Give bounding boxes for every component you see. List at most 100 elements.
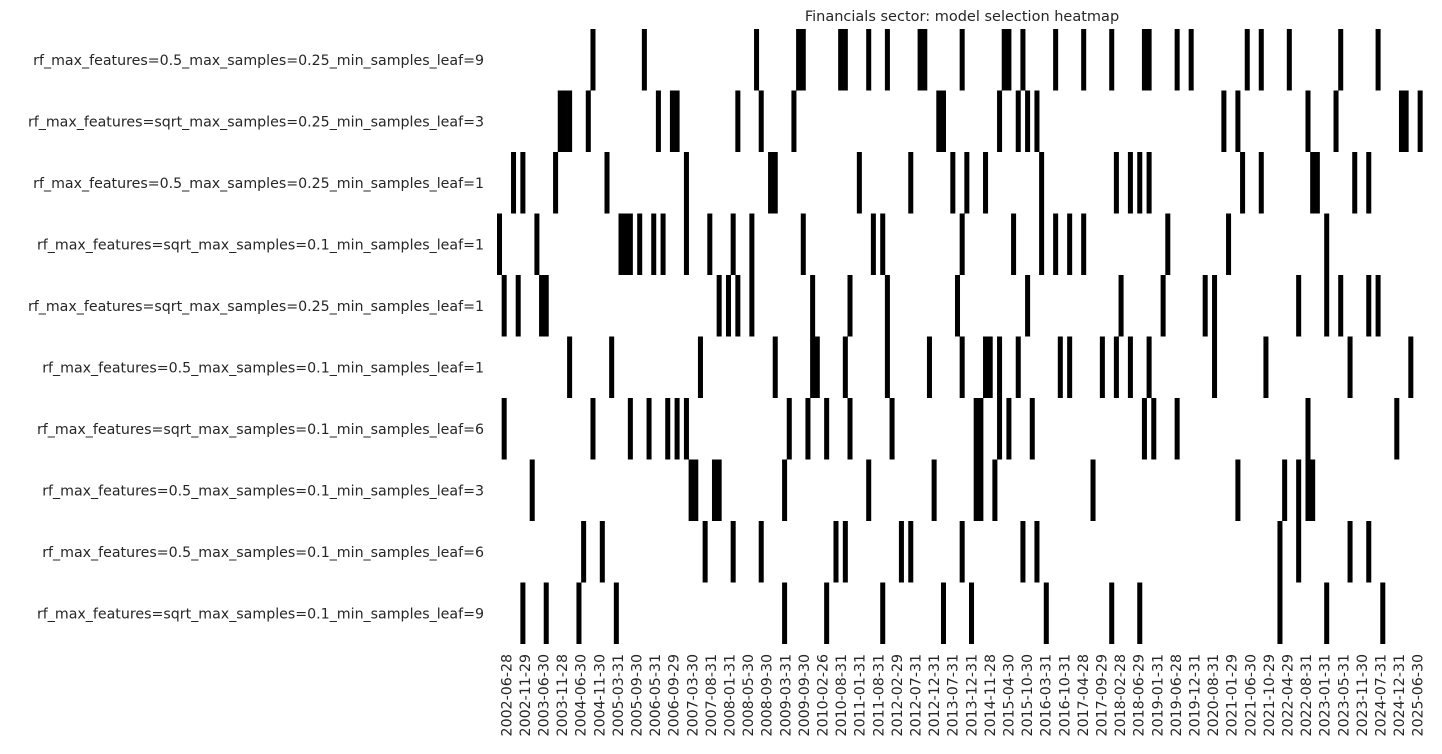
x-tick-label: 2018-02-28 bbox=[1113, 654, 1129, 736]
y-tick-label: rf_max_features=sqrt_max_samples=0.1_min… bbox=[37, 606, 484, 622]
heatmap-cell bbox=[782, 459, 788, 521]
heatmap-cell bbox=[1286, 29, 1292, 91]
heatmap-cells bbox=[497, 29, 1423, 644]
heatmap-cell bbox=[997, 90, 1003, 152]
heatmap-cell bbox=[1127, 152, 1133, 214]
y-tick-label: rf_max_features=sqrt_max_samples=0.25_mi… bbox=[28, 299, 484, 315]
heatmap-cell bbox=[1338, 275, 1344, 337]
heatmap-cell bbox=[810, 275, 816, 337]
x-tick-label: 2023-05-31 bbox=[1336, 654, 1352, 736]
heatmap-cell bbox=[983, 336, 989, 398]
heatmap-cell bbox=[1039, 152, 1045, 214]
heatmap-cell bbox=[931, 459, 937, 521]
heatmap-cell bbox=[1296, 521, 1302, 583]
heatmap-cell bbox=[791, 90, 797, 152]
heatmap-cell bbox=[1020, 521, 1026, 583]
heatmap-cell bbox=[866, 29, 872, 91]
heatmap-cell bbox=[922, 29, 928, 91]
heatmap-cell bbox=[1039, 213, 1045, 275]
heatmap-cell bbox=[1394, 398, 1400, 460]
heatmap-cell bbox=[796, 29, 802, 91]
heatmap-cell bbox=[501, 275, 507, 337]
x-tick-label: 2008-09-30 bbox=[760, 654, 776, 736]
x-tick-label: 2011-01-31 bbox=[853, 654, 869, 736]
heatmap-cell bbox=[950, 152, 956, 214]
x-tick-label: 2010-02-26 bbox=[816, 654, 832, 736]
heatmap-cell bbox=[655, 90, 661, 152]
heatmap-cell bbox=[529, 459, 535, 521]
heatmap-cell bbox=[768, 152, 774, 214]
heatmap-cell bbox=[758, 90, 764, 152]
x-tick-label: 2006-09-29 bbox=[667, 654, 683, 736]
x-tick-label: 2002-06-28 bbox=[499, 654, 515, 736]
heatmap-cell bbox=[562, 90, 568, 152]
heatmap-cell bbox=[1034, 90, 1040, 152]
x-tick-label: 2003-11-28 bbox=[555, 654, 571, 736]
heatmap-cell bbox=[1296, 459, 1302, 521]
x-tick-label: 2015-10-30 bbox=[1020, 654, 1036, 736]
x-tick-label: 2009-09-30 bbox=[797, 654, 813, 736]
heatmap-cell bbox=[618, 213, 624, 275]
heatmap-cell bbox=[599, 521, 605, 583]
x-axis-labels: 2002-06-28 2002-11-29 2003-06-30 2003-11-28… bbox=[499, 654, 1426, 736]
heatmap-cell bbox=[987, 336, 993, 398]
heatmap-cell bbox=[884, 29, 890, 91]
heatmap-cell bbox=[997, 336, 1003, 398]
heatmap-cell bbox=[926, 336, 932, 398]
heatmap-cell bbox=[1333, 90, 1339, 152]
heatmap-cell bbox=[716, 459, 722, 521]
y-tick-label: rf_max_features=0.5_max_samples=0.25_min… bbox=[33, 53, 484, 69]
heatmap-cell bbox=[824, 582, 830, 644]
heatmap-cell bbox=[660, 213, 666, 275]
y-tick-label: rf_max_features=sqrt_max_samples=0.1_min… bbox=[37, 237, 484, 253]
heatmap-cell bbox=[940, 90, 946, 152]
heatmap-cell bbox=[1277, 582, 1283, 644]
heatmap-cell bbox=[1015, 336, 1021, 398]
x-tick-label: 2016-03-31 bbox=[1039, 654, 1055, 736]
heatmap-cell bbox=[1282, 459, 1288, 521]
x-tick-label: 2022-04-29 bbox=[1281, 654, 1297, 736]
heatmap-cell bbox=[1314, 152, 1320, 214]
heatmap-cell bbox=[1081, 213, 1087, 275]
heatmap-cell bbox=[1099, 336, 1105, 398]
heatmap-cell bbox=[1146, 336, 1152, 398]
heatmap-cell bbox=[543, 275, 549, 337]
x-tick-label: 2015-04-30 bbox=[1002, 654, 1018, 736]
x-tick-label: 2008-01-31 bbox=[723, 654, 739, 736]
heatmap-cell bbox=[1001, 29, 1007, 91]
heatmap-cell bbox=[674, 90, 680, 152]
x-tick-label: 2020-08-31 bbox=[1206, 654, 1222, 736]
heatmap-cell bbox=[856, 152, 862, 214]
heatmap-cell bbox=[997, 398, 1003, 460]
x-tick-label: 2009-03-31 bbox=[778, 654, 794, 736]
heatmap-cell bbox=[810, 336, 816, 398]
heatmap-cell bbox=[693, 459, 699, 521]
heatmap-cell bbox=[772, 152, 778, 214]
heatmap-cell bbox=[959, 336, 965, 398]
chart-title: Financials sector: model selection heatm… bbox=[805, 9, 1119, 25]
heatmap-cell bbox=[1277, 521, 1283, 583]
heatmap-cell bbox=[978, 398, 984, 460]
heatmap-cell bbox=[1174, 398, 1180, 460]
heatmap-cell bbox=[842, 29, 848, 91]
heatmap-cell bbox=[898, 521, 904, 583]
heatmap-cell bbox=[627, 213, 633, 275]
heatmap-cell bbox=[1113, 152, 1119, 214]
heatmap-cell bbox=[651, 213, 657, 275]
heatmap-cell bbox=[1310, 459, 1316, 521]
heatmap-cell bbox=[1081, 29, 1087, 91]
heatmap-cell bbox=[1067, 336, 1073, 398]
heatmap-cell bbox=[683, 152, 689, 214]
heatmap-cell bbox=[772, 336, 778, 398]
x-tick-label: 2021-01-29 bbox=[1225, 654, 1241, 736]
x-tick-label: 2003-06-30 bbox=[537, 654, 553, 736]
heatmap-cell bbox=[1366, 521, 1372, 583]
heatmap-cell bbox=[627, 398, 633, 460]
heatmap-cell bbox=[1025, 275, 1031, 337]
heatmap-cell bbox=[824, 398, 830, 460]
heatmap-cell bbox=[515, 275, 521, 337]
heatmap-cell bbox=[1258, 152, 1264, 214]
heatmap-cell bbox=[959, 29, 965, 91]
heatmap-cell bbox=[1347, 521, 1353, 583]
